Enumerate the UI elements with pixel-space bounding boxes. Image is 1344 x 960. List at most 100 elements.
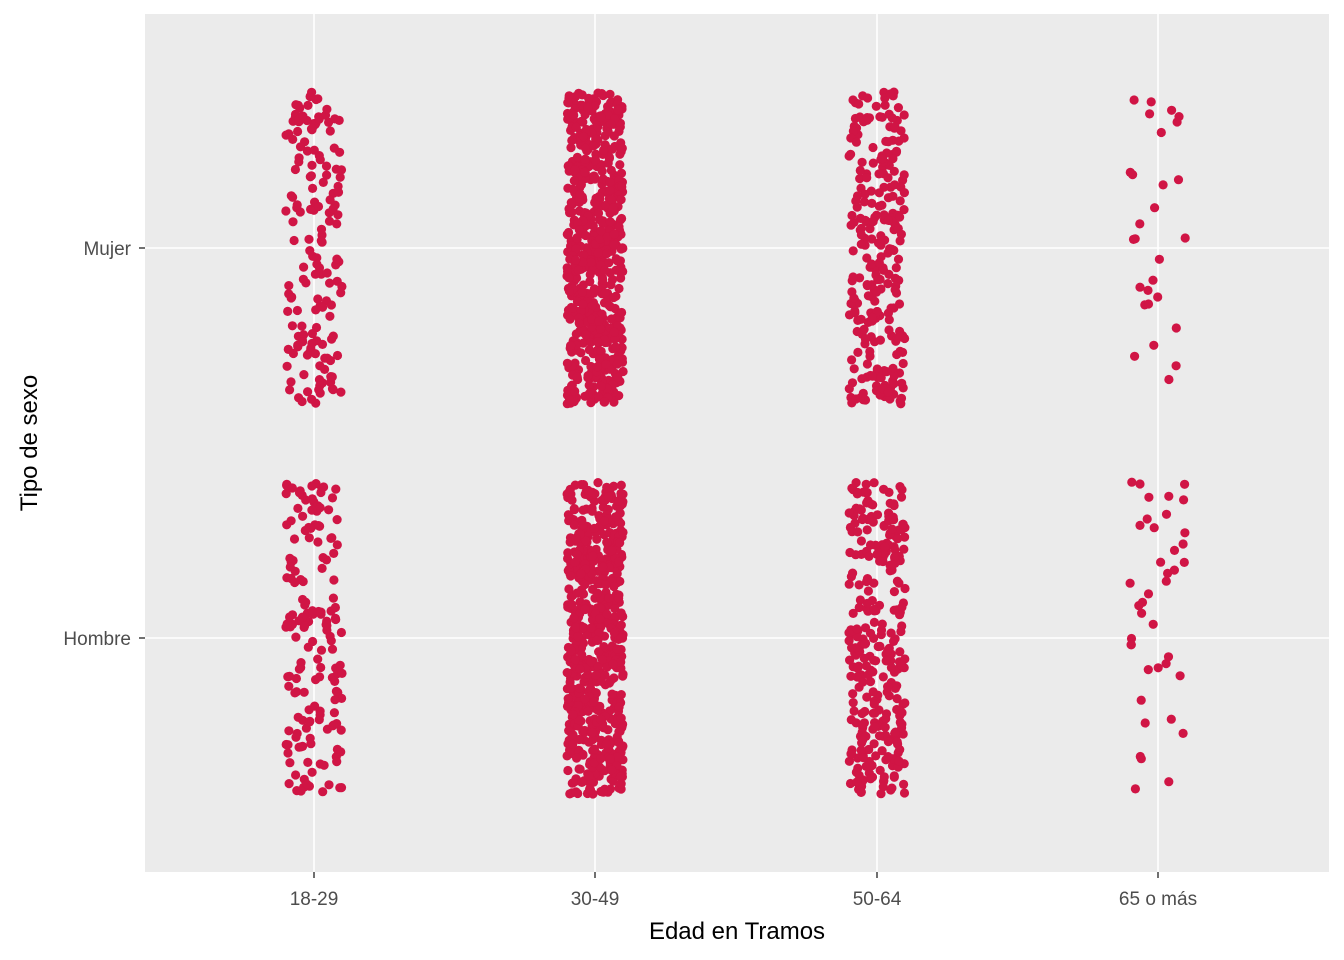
data-point xyxy=(315,503,325,513)
data-point xyxy=(575,189,585,199)
data-point xyxy=(570,480,580,490)
data-point xyxy=(322,268,332,278)
data-point xyxy=(602,537,612,547)
data-point xyxy=(594,628,604,638)
data-point xyxy=(569,176,579,186)
data-point xyxy=(329,548,339,559)
data-point xyxy=(573,265,584,275)
data-point xyxy=(315,710,325,720)
data-point xyxy=(1171,361,1181,371)
data-point xyxy=(589,284,600,294)
data-point xyxy=(863,586,874,596)
data-point xyxy=(300,621,310,631)
data-point xyxy=(1143,665,1153,675)
data-point xyxy=(605,177,615,187)
data-point xyxy=(601,739,612,749)
data-point xyxy=(567,207,577,217)
data-point xyxy=(589,523,600,533)
data-point xyxy=(590,174,600,184)
data-point xyxy=(327,493,338,503)
data-point xyxy=(574,318,584,328)
data-point xyxy=(883,737,894,747)
data-point xyxy=(851,196,861,206)
data-point xyxy=(576,569,586,579)
data-point xyxy=(855,504,865,514)
data-point xyxy=(858,735,868,745)
data-point xyxy=(305,717,315,727)
data-point xyxy=(285,553,295,564)
data-point xyxy=(562,668,572,678)
data-point xyxy=(576,348,586,358)
data-point xyxy=(317,563,327,574)
data-point xyxy=(585,269,595,280)
data-point xyxy=(1149,340,1159,350)
data-point xyxy=(337,668,347,679)
data-point xyxy=(860,639,870,649)
data-point xyxy=(607,689,617,699)
data-point xyxy=(325,195,335,205)
data-point xyxy=(584,380,594,390)
data-point xyxy=(882,367,892,377)
data-point xyxy=(602,232,613,242)
data-point xyxy=(307,123,317,133)
data-point xyxy=(609,240,619,250)
data-point xyxy=(330,613,340,624)
data-point xyxy=(1178,539,1188,549)
data-point xyxy=(288,217,298,227)
data-point xyxy=(618,366,628,377)
data-points xyxy=(281,87,1190,799)
data-point xyxy=(883,752,893,762)
data-point xyxy=(578,280,589,290)
data-point xyxy=(847,355,857,365)
data-point xyxy=(851,137,862,147)
data-point xyxy=(566,198,576,208)
data-point xyxy=(889,636,899,647)
data-point xyxy=(874,258,884,268)
data-point xyxy=(609,229,619,239)
data-point xyxy=(581,330,591,340)
data-point xyxy=(571,122,581,132)
data-point xyxy=(580,167,590,177)
data-point xyxy=(562,358,573,368)
data-point xyxy=(866,774,876,784)
data-point xyxy=(895,647,905,657)
data-point xyxy=(859,197,870,207)
data-point xyxy=(865,224,875,234)
data-point xyxy=(864,744,874,755)
data-point xyxy=(894,756,904,766)
data-point xyxy=(283,748,293,758)
data-point xyxy=(281,739,291,750)
data-point xyxy=(563,98,573,108)
data-point xyxy=(861,479,871,489)
data-point xyxy=(849,706,859,716)
data-point xyxy=(577,777,587,787)
data-point xyxy=(570,654,581,665)
data-point xyxy=(594,316,604,326)
data-point xyxy=(332,744,342,755)
data-point xyxy=(568,739,578,750)
data-point xyxy=(321,161,332,171)
data-point xyxy=(307,160,317,170)
data-point xyxy=(856,239,866,249)
data-point xyxy=(589,496,600,506)
data-point xyxy=(617,307,627,318)
data-point xyxy=(569,110,579,120)
data-point xyxy=(855,112,865,122)
data-point xyxy=(284,779,294,789)
data-point xyxy=(852,624,862,634)
data-point xyxy=(616,633,626,643)
data-point xyxy=(893,254,904,264)
data-point xyxy=(567,731,577,741)
data-point xyxy=(883,645,893,656)
data-point xyxy=(570,165,580,175)
data-point xyxy=(336,387,346,397)
x-axis: 18-29 30-49 50-64 65 o más xyxy=(290,872,1197,910)
data-point xyxy=(886,662,897,673)
data-point xyxy=(887,524,897,534)
data-point xyxy=(306,171,316,181)
data-point xyxy=(603,158,613,168)
data-point xyxy=(1178,728,1188,739)
data-point xyxy=(1169,565,1179,575)
data-point xyxy=(328,331,338,341)
data-point xyxy=(609,292,619,303)
